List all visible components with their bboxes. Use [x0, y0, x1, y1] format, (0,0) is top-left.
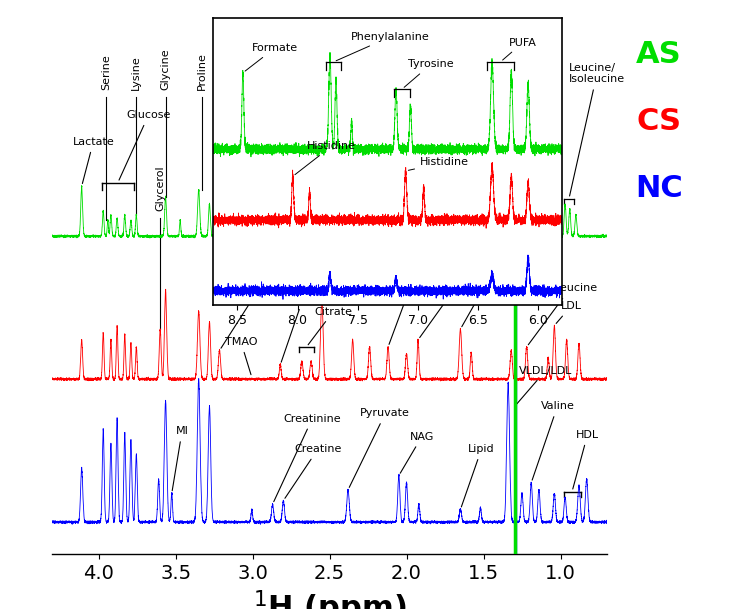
Text: CS: CS: [637, 107, 682, 136]
Text: MI: MI: [172, 426, 189, 491]
Text: Lipid: Lipid: [281, 294, 316, 362]
Text: Histidine: Histidine: [295, 141, 356, 175]
Text: Creatinine: Creatinine: [274, 414, 341, 502]
Text: Choline/PC: Choline/PC: [221, 271, 297, 348]
Text: LDL: LDL: [557, 301, 581, 323]
Text: Formate: Formate: [245, 43, 298, 71]
Text: Phenylalanine: Phenylalanine: [336, 32, 429, 61]
Text: Glutamate: Glutamate: [324, 235, 396, 295]
Text: Creatine: Creatine: [285, 444, 342, 498]
Text: HDL: HDL: [573, 430, 599, 489]
Text: Alanine: Alanine: [488, 97, 535, 152]
Text: PUFA: PUFA: [503, 38, 537, 60]
Text: Leucine/
Isoleucine: Leucine/ Isoleucine: [569, 63, 625, 196]
Text: TMAO: TMAO: [225, 337, 257, 375]
Text: Acetate: Acetate: [419, 289, 473, 337]
Text: Glycerol: Glycerol: [155, 166, 166, 211]
Text: AS: AS: [637, 40, 682, 69]
Text: DMG: DMG: [297, 169, 329, 217]
X-axis label: $^{1}$H (ppm): $^{1}$H (ppm): [252, 588, 407, 609]
Text: Glutamine: Glutamine: [339, 146, 410, 211]
Text: Glycine: Glycine: [160, 48, 171, 90]
Text: Pyruvate: Pyruvate: [349, 409, 410, 487]
Text: Histidine: Histidine: [408, 158, 469, 171]
Text: Serine: Serine: [101, 54, 112, 90]
Text: OAG: OAG: [389, 280, 423, 344]
Text: Lysine: Lysine: [131, 55, 142, 90]
Text: Isoleucine: Isoleucine: [528, 283, 598, 345]
Text: Citrulline: Citrulline: [419, 40, 428, 90]
Text: Glucose: Glucose: [119, 110, 171, 180]
Text: Tyrosine: Tyrosine: [404, 59, 454, 87]
Text: Lactate: Lactate: [462, 266, 515, 326]
Text: Citrate: Citrate: [308, 306, 352, 345]
Text: Valine: Valine: [532, 401, 574, 480]
Text: Proline: Proline: [197, 52, 207, 90]
Text: NAG: NAG: [400, 432, 434, 473]
Text: Lactate: Lactate: [73, 137, 114, 183]
Text: VLDL/LDL: VLDL/LDL: [517, 365, 572, 404]
Text: Lipid: Lipid: [461, 444, 495, 507]
Text: Succinate: Succinate: [348, 105, 407, 166]
Text: 3-HB: 3-HB: [510, 141, 540, 194]
Text: NC: NC: [635, 174, 683, 203]
